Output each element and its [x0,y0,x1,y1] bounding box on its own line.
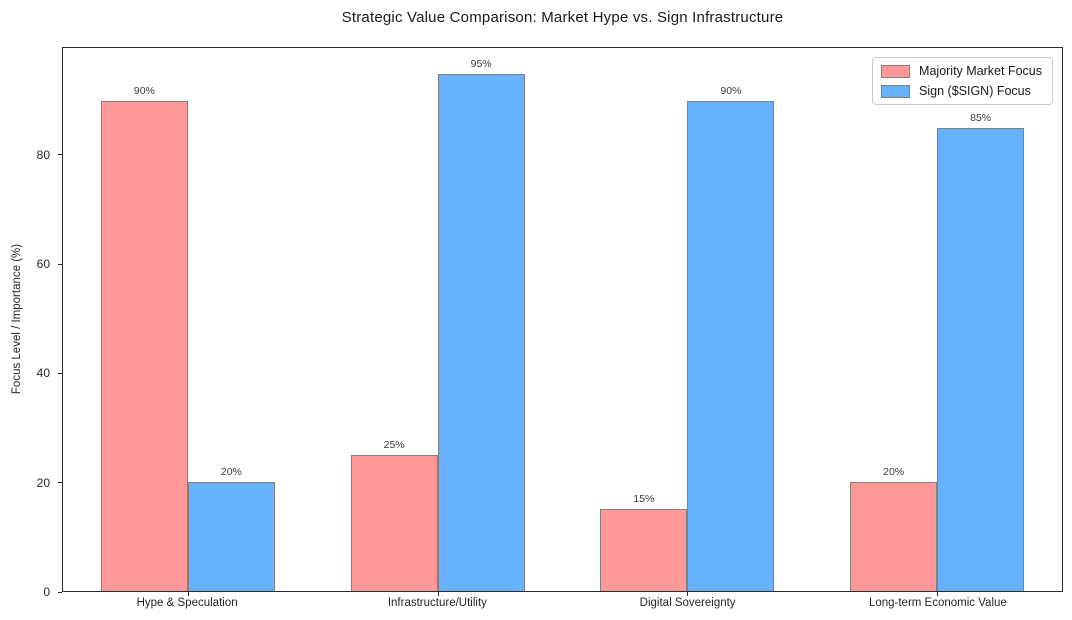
bar-majority-market-focus [100,101,188,591]
y-axis-ticks: 0 20 40 60 80 [0,47,62,599]
y-tick-label: 20 [36,475,50,490]
y-tick-label: 80 [36,147,50,162]
legend-item-majority-market: Majority Market Focus [881,64,1042,78]
x-tick-label: Infrastructure/Utility [387,597,487,609]
y-tick-mark [58,372,62,374]
bar-value-label: 25% [383,438,405,451]
x-tick-mark [937,592,939,596]
bar-majority-market-focus [600,509,688,591]
x-tick-mark [687,592,689,596]
x-tick-mark [437,592,439,596]
bar-value-label: 90% [720,85,742,98]
y-tick-label: 60 [36,257,50,272]
legend-item-sign-focus: Sign ($SIGN) Focus [881,84,1042,98]
bar-sign-sign-focus [437,73,525,591]
bar-value-label: 95% [470,57,492,70]
y-tick-label: 40 [36,366,50,381]
x-tick-label: Long-term Economic Value [868,597,1007,609]
x-tick-label: Digital Sovereignty [639,597,736,609]
bar-sign-sign-focus [187,482,275,591]
legend-swatch-majority-market [881,64,911,78]
bar-value-label: 20% [883,466,905,479]
y-tick-mark [58,591,62,593]
x-tick-mark [187,592,189,596]
legend-label-sign-focus: Sign ($SIGN) Focus [919,84,1031,98]
bar-value-label: 85% [970,112,992,125]
bar-value-label: 15% [633,493,655,506]
bar-value-label: 90% [133,85,155,98]
legend-label-majority-market: Majority Market Focus [919,64,1042,78]
y-tick-mark [58,482,62,484]
bar-majority-market-focus [350,454,438,591]
x-tick-label: Hype & Speculation [136,597,238,609]
x-axis-tick-labels: Hype & Speculation Infrastructure/Utility… [62,597,1063,617]
y-tick-label: 0 [43,585,50,599]
y-tick-mark [58,154,62,156]
bar-value-label: 20% [220,466,242,479]
bar-majority-market-focus [850,482,938,591]
bar-sign-sign-focus [687,101,775,591]
chart-title: Strategic Value Comparison: Market Hype … [341,9,784,26]
legend-swatch-sign-focus [881,84,911,98]
plot-area: Majority Market Focus Sign ($SIGN) Focus… [62,47,1063,596]
bar-sign-sign-focus [937,128,1025,591]
legend: Majority Market Focus Sign ($SIGN) Focus [872,57,1053,105]
y-tick-mark [58,263,62,265]
